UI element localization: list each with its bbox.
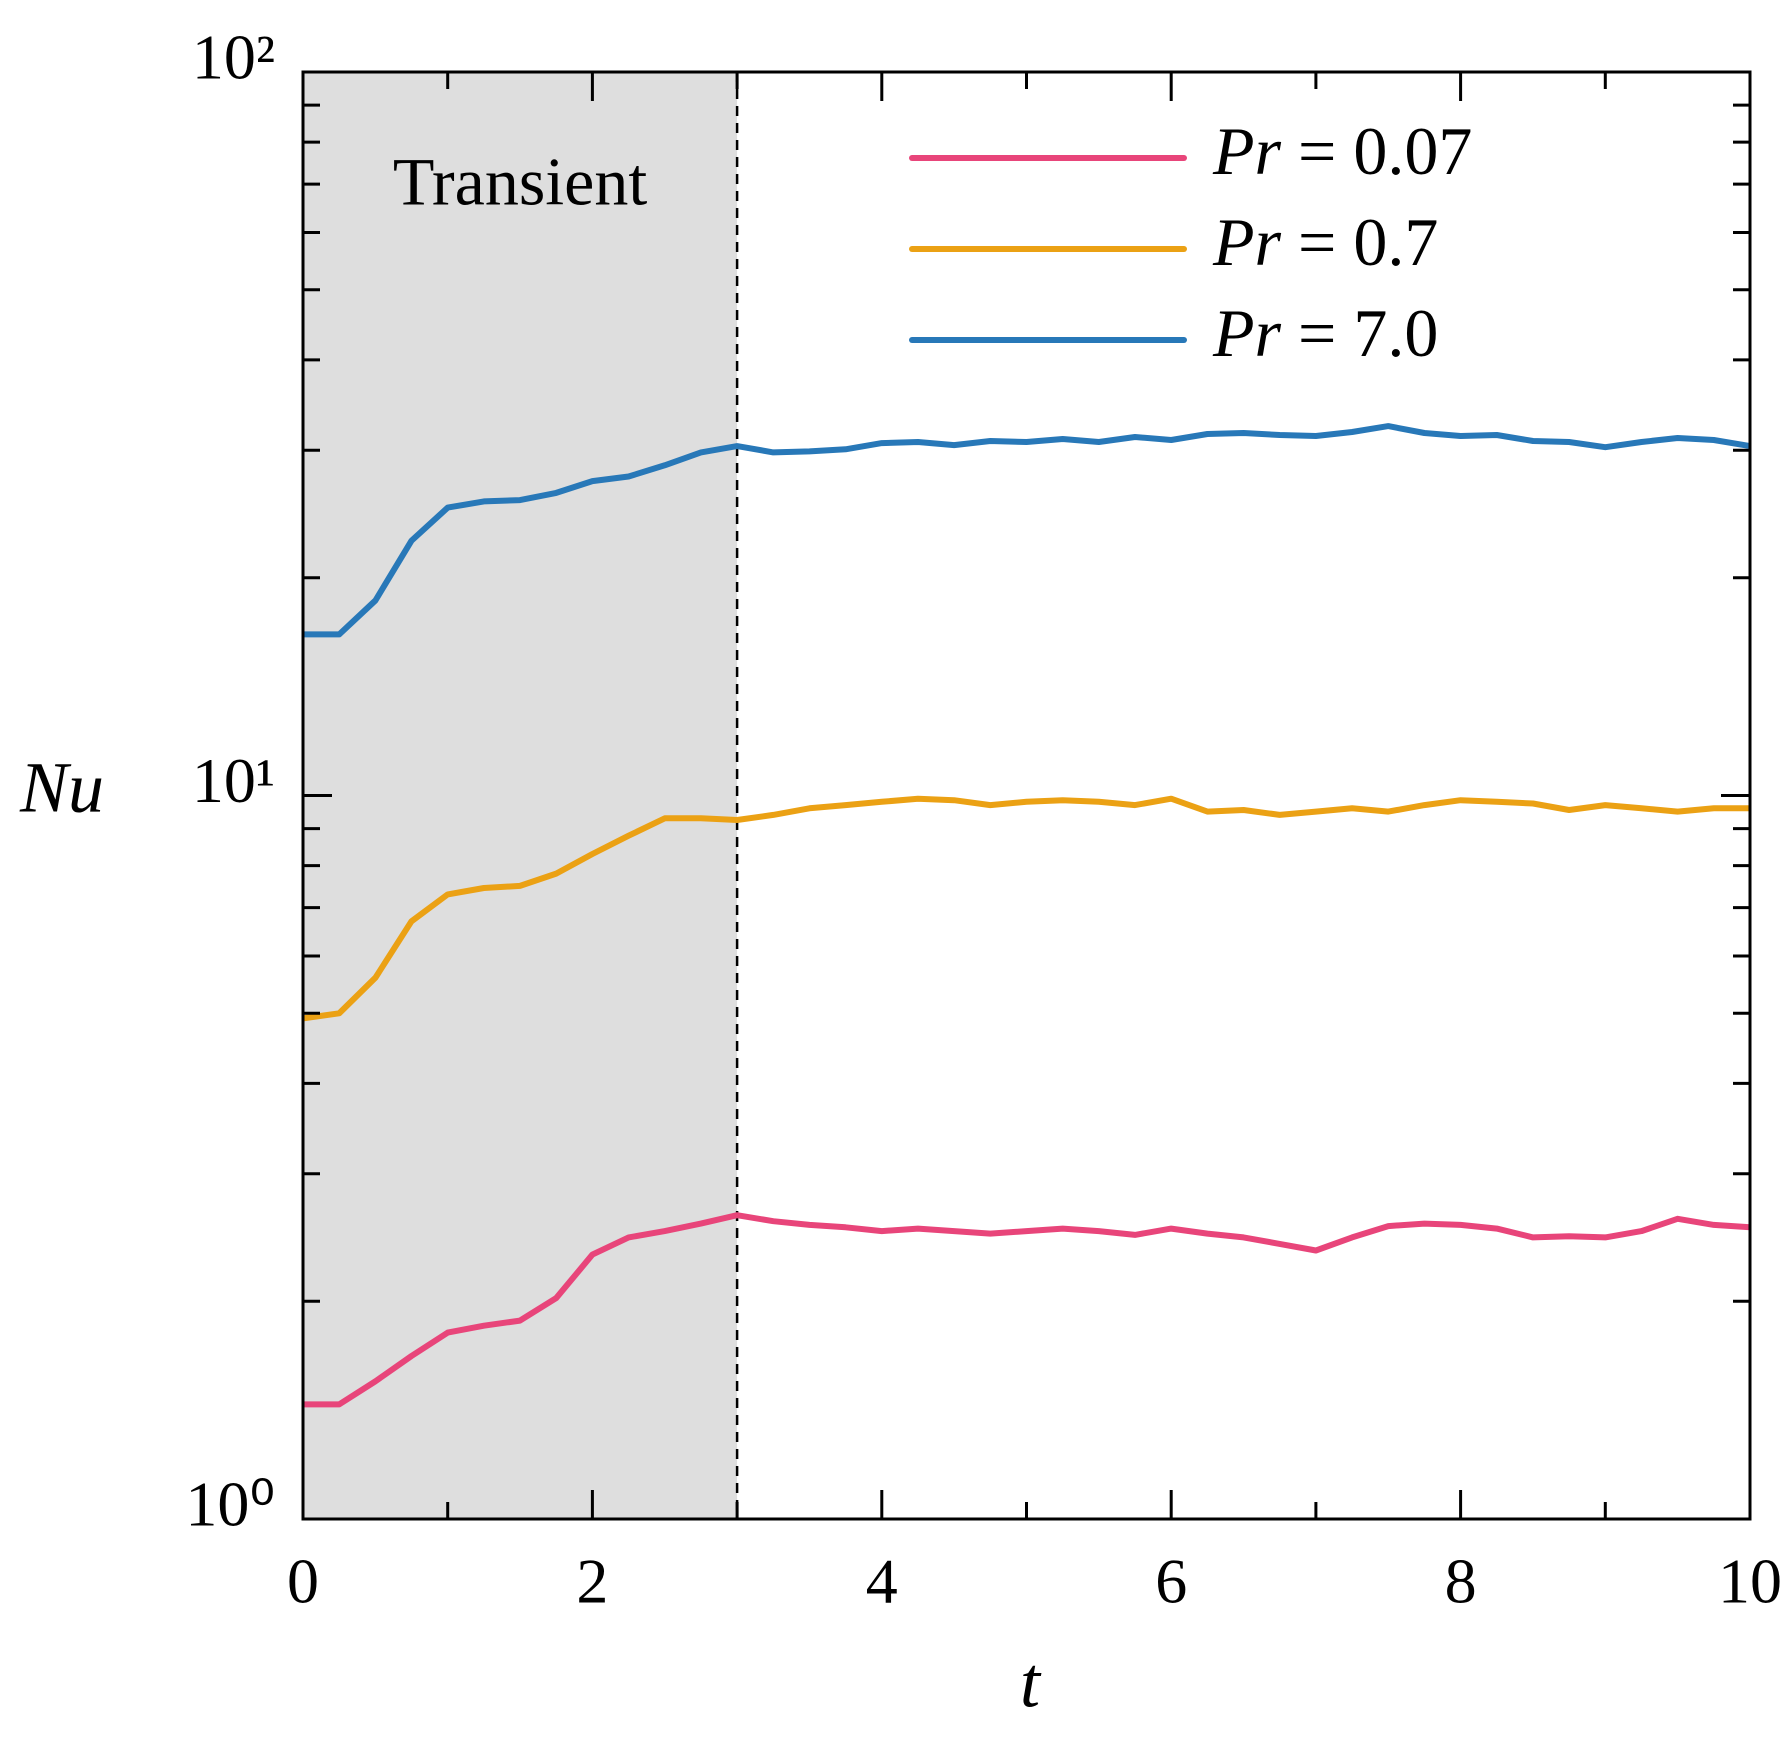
series-line — [302, 795, 1750, 1022]
x-tick-label: 6 — [1155, 1546, 1187, 1617]
transient-region — [303, 72, 738, 1519]
y-tick-label: 10² — [192, 22, 275, 93]
legend-label: Pr = 7.0 — [1212, 295, 1438, 371]
series-line — [303, 423, 1751, 638]
y-tick-label: 10⁰ — [185, 1469, 275, 1540]
y-tick-label: 10¹ — [192, 745, 275, 816]
x-tick-label: 2 — [576, 1546, 608, 1617]
legend-label: Pr = 0.07 — [1212, 113, 1472, 189]
x-axis-label: t — [1020, 1643, 1042, 1723]
x-tick-label: 4 — [866, 1546, 898, 1617]
x-tick-label: 8 — [1445, 1546, 1477, 1617]
legend-label: Pr = 0.7 — [1212, 204, 1438, 280]
x-tick-label: 0 — [287, 1546, 319, 1617]
x-tick-label: 10 — [1718, 1546, 1782, 1617]
annotation: Transient — [393, 144, 648, 220]
series-line — [303, 1212, 1751, 1408]
y-axis-label: Nu — [19, 748, 104, 828]
